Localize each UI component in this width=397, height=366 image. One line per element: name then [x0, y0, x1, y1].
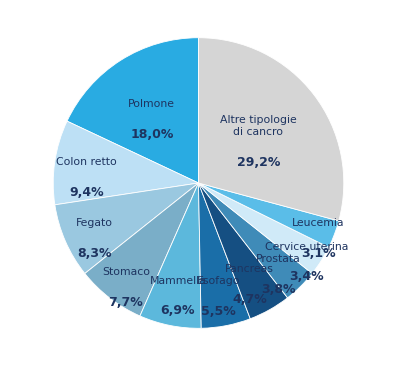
Text: 5,5%: 5,5% [201, 305, 236, 318]
Text: 6,9%: 6,9% [161, 305, 195, 317]
Text: 3,1%: 3,1% [301, 247, 335, 260]
Text: 18,0%: 18,0% [130, 128, 173, 141]
Text: 3,4%: 3,4% [289, 270, 324, 283]
Text: 8,3%: 8,3% [77, 247, 112, 260]
Text: Altre tipologie
di cancro: Altre tipologie di cancro [220, 115, 297, 137]
Wedge shape [198, 38, 344, 221]
Text: Esofago: Esofago [197, 276, 240, 286]
Text: 29,2%: 29,2% [237, 156, 280, 169]
Wedge shape [67, 38, 198, 183]
Wedge shape [198, 183, 287, 319]
Wedge shape [198, 183, 339, 247]
Wedge shape [55, 183, 198, 273]
Text: 7,7%: 7,7% [108, 296, 143, 309]
Text: Stomaco: Stomaco [102, 268, 150, 277]
Text: 4,7%: 4,7% [232, 293, 267, 306]
Text: Polmone: Polmone [128, 100, 175, 109]
Text: 9,4%: 9,4% [69, 186, 104, 199]
Wedge shape [85, 183, 198, 316]
Text: 3,8%: 3,8% [261, 283, 295, 295]
Text: Leucemia: Leucemia [292, 218, 344, 228]
Text: Pancreas: Pancreas [225, 264, 274, 274]
Text: Mammella: Mammella [150, 276, 206, 285]
Wedge shape [198, 183, 312, 298]
Text: Colon retto: Colon retto [56, 157, 117, 167]
Wedge shape [198, 183, 329, 273]
Text: Cervice uterina: Cervice uterina [265, 242, 348, 251]
Wedge shape [53, 121, 198, 205]
Wedge shape [198, 183, 250, 328]
Text: Fegato: Fegato [76, 219, 113, 228]
Text: Prostata: Prostata [256, 254, 301, 264]
Wedge shape [140, 183, 201, 328]
